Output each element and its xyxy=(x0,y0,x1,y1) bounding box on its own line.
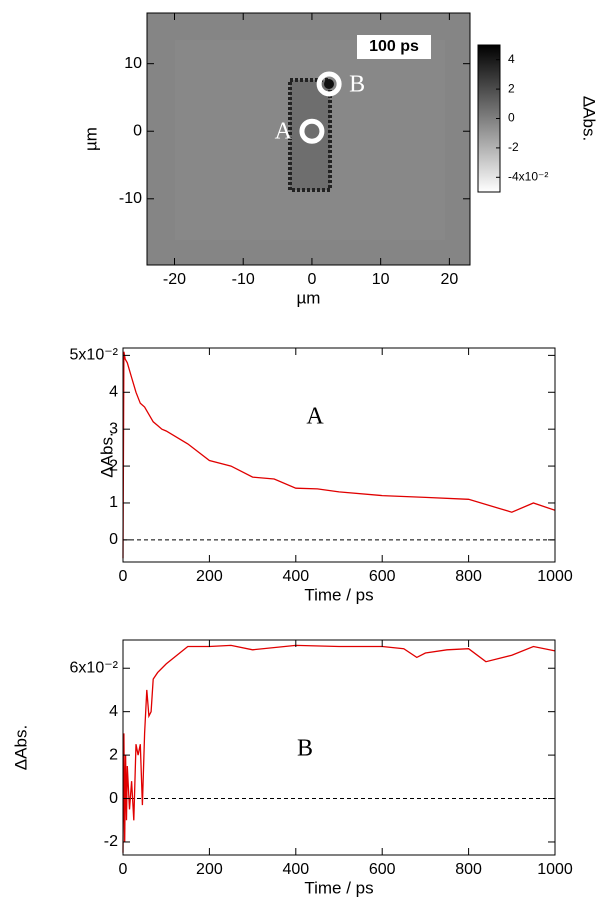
annotation-box xyxy=(357,35,431,59)
x-tick-label: 10 xyxy=(372,271,390,288)
y-tick-label: 0 xyxy=(109,531,118,548)
annotation: 100 ps xyxy=(369,38,419,55)
y-tick-label: -10 xyxy=(119,190,142,207)
plot-frame xyxy=(146,12,471,266)
x-tick-label: 800 xyxy=(455,861,482,878)
y-axis-label: ΔAbs. xyxy=(97,432,116,477)
x-tick-label: 20 xyxy=(440,271,458,288)
marker-circle xyxy=(299,118,325,144)
y-tick-label: 2 xyxy=(109,457,118,474)
x-tick-label: 1000 xyxy=(537,568,573,585)
y-tick-label: 0 xyxy=(109,790,118,807)
x-axis-label: Time / ps xyxy=(304,878,373,897)
marker-circle xyxy=(316,71,342,97)
plot-frame xyxy=(122,347,556,563)
y-tick-label: 1 xyxy=(109,494,118,511)
colorbar-label: ΔAbs. xyxy=(580,96,599,141)
colorbar-tick-label: 0 xyxy=(508,111,515,125)
x-tick-label: 0 xyxy=(119,568,128,585)
x-tick-label: 800 xyxy=(455,568,482,585)
x-tick-label: -20 xyxy=(163,271,186,288)
y-tick-label: 4 xyxy=(109,703,118,720)
y-tick-label: 3 xyxy=(109,420,118,437)
x-tick-label: 400 xyxy=(282,568,309,585)
y-axis-label: µm xyxy=(81,127,100,151)
y-tick-label: 2 xyxy=(109,746,118,763)
annotation: B xyxy=(297,736,313,762)
sample-region xyxy=(288,78,332,192)
y-tick-label: 0 xyxy=(133,122,142,139)
x-tick-label: 1000 xyxy=(537,861,573,878)
data-line xyxy=(122,644,556,853)
marker-label: A xyxy=(275,119,293,145)
chart-line: A 0 200 400 600 800 1000 0 1 2 3 4 5x10⁻² Time / ps ΔA… xyxy=(70,347,573,605)
annotation: A xyxy=(306,404,324,430)
colorbar-tick-label: -4x10⁻² xyxy=(508,169,548,183)
x-tick-label: 200 xyxy=(196,568,223,585)
plot-frame xyxy=(122,639,556,856)
y-axis-label: ΔAbs. xyxy=(11,725,30,770)
x-tick-label: 0 xyxy=(119,861,128,878)
x-tick-label: 600 xyxy=(369,861,396,878)
x-tick-label: -10 xyxy=(232,271,255,288)
colorbar-tick-label: 2 xyxy=(508,81,515,95)
x-axis-label: Time / ps xyxy=(304,585,373,604)
x-tick-label: 400 xyxy=(282,861,309,878)
x-tick-label: 0 xyxy=(307,271,316,288)
y-tick-label: 5x10⁻² xyxy=(70,347,119,364)
y-tick-label: -2 xyxy=(104,833,118,850)
dark-spot xyxy=(324,79,334,89)
marker-label: B xyxy=(349,71,365,97)
y-tick-label: 4 xyxy=(109,383,118,400)
x-axis-label: µm xyxy=(297,288,321,307)
colorbar-tick-label: -2 xyxy=(508,140,519,154)
data-line xyxy=(122,351,556,559)
y-tick-label: 6x10⁻² xyxy=(70,659,119,676)
y-tick-label: 10 xyxy=(124,55,142,72)
colorbar-tick-label: 4 xyxy=(508,52,515,66)
x-tick-label: 200 xyxy=(196,861,223,878)
x-tick-label: 600 xyxy=(369,568,396,585)
